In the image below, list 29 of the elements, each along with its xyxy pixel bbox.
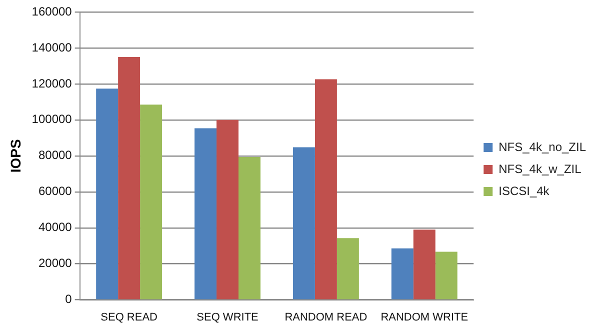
bar	[118, 56, 140, 300]
y-tick-label: 120000	[32, 76, 72, 90]
y-axis-title: IOPS	[7, 139, 24, 173]
bar	[216, 120, 238, 300]
y-tick-label: 0	[65, 292, 72, 306]
y-tick-label: 80000	[38, 148, 72, 162]
bar	[314, 79, 337, 300]
y-tick-label: 160000	[32, 4, 72, 18]
bar	[140, 104, 162, 300]
x-tick-label: SEQ READ	[100, 311, 158, 324]
y-tick-label: 40000	[38, 220, 72, 234]
bar	[194, 128, 217, 300]
legend-label: NFS_4k_w_ZIL	[498, 162, 582, 176]
bar	[391, 248, 414, 300]
x-tick-label: RANDOM WRITE	[380, 311, 468, 324]
x-tick-label: RANDOM READ	[284, 311, 368, 324]
y-tick-label: 100000	[32, 112, 72, 126]
bar	[292, 147, 315, 300]
bar	[413, 230, 436, 300]
y-tick-label: 140000	[32, 40, 72, 54]
bar	[96, 88, 118, 300]
y-tick-label: 20000	[38, 256, 72, 270]
legend-label: NFS_4k_no_ZIL	[498, 140, 586, 154]
y-tick-label: 60000	[38, 184, 72, 198]
x-tick-label: SEQ WRITE	[196, 311, 258, 324]
bar	[238, 156, 260, 300]
legend-label: ISCSI_4k	[498, 184, 550, 198]
bar	[336, 238, 359, 300]
bar	[435, 252, 458, 300]
